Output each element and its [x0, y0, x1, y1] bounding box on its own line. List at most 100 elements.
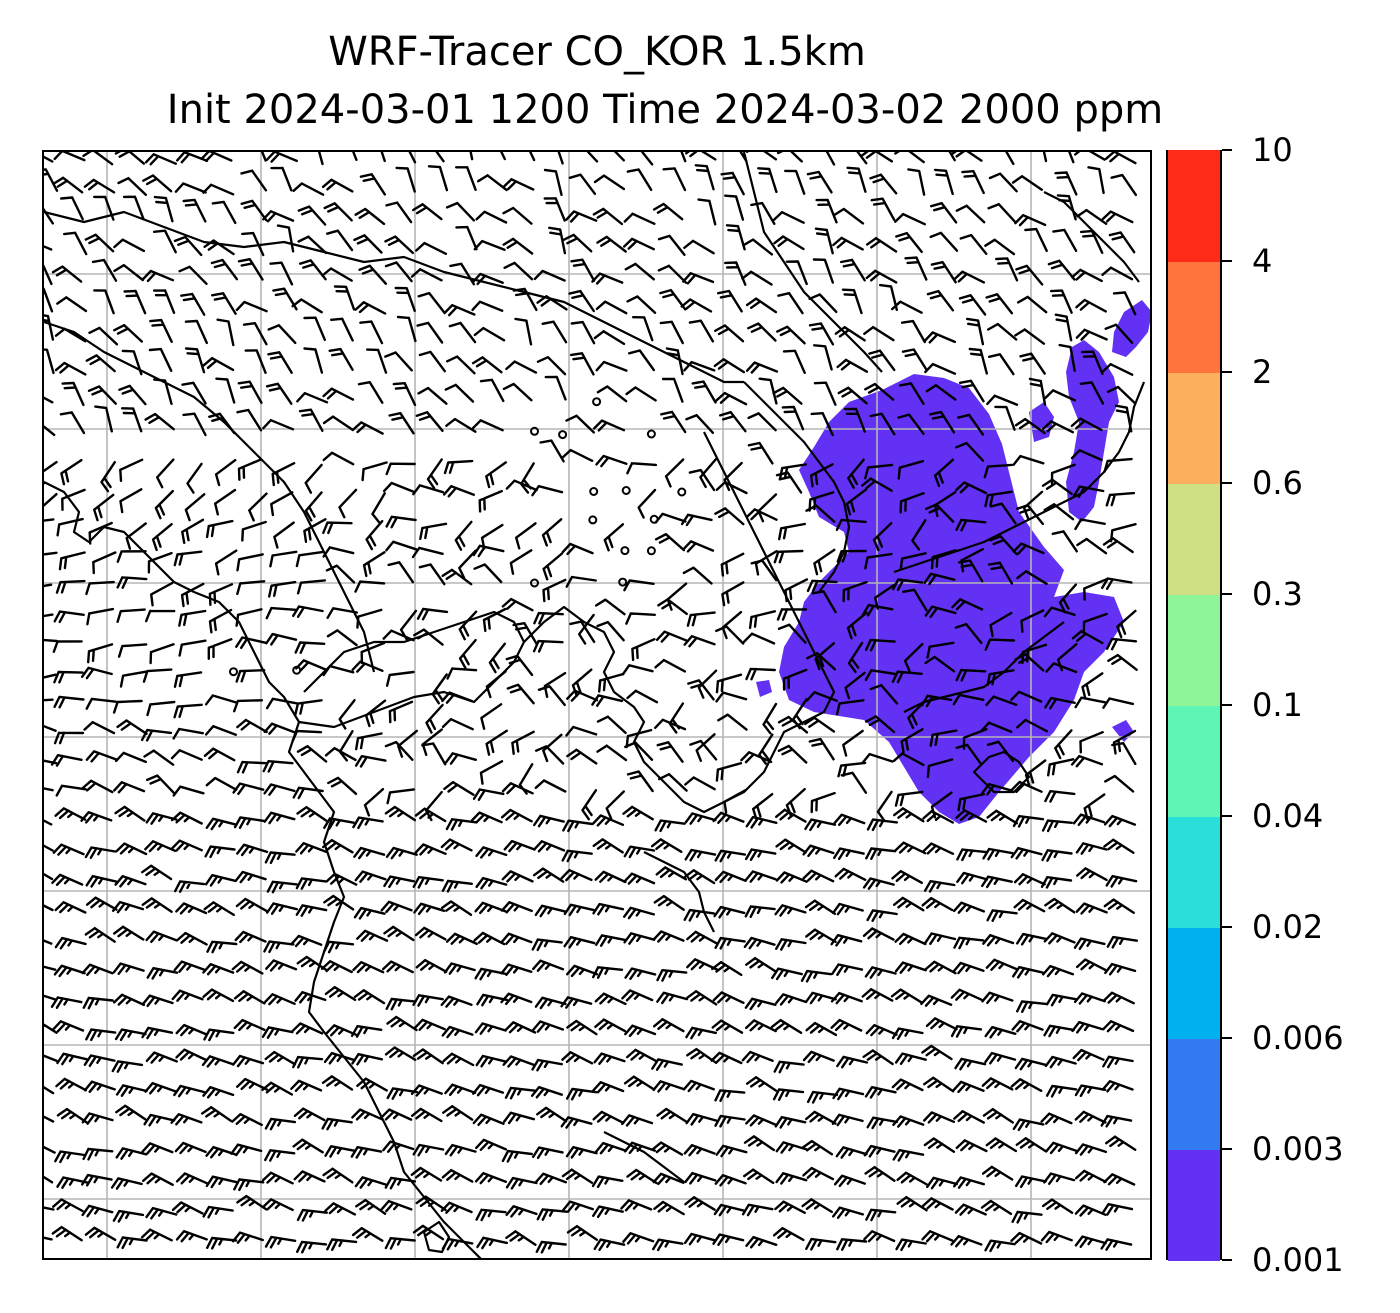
wind-barb [500, 152, 506, 161]
wind-barb [262, 419, 295, 431]
wind-barb [441, 1025, 474, 1039]
wind-barb [352, 152, 358, 161]
wind-barb [473, 239, 506, 251]
wind-barb [865, 1208, 897, 1222]
wind-barb [388, 412, 415, 435]
wind-barb [296, 1240, 328, 1254]
wind-barb [542, 578, 567, 603]
wind-barb [1101, 266, 1134, 281]
wind-barb [1072, 1048, 1105, 1062]
wind-barb [846, 166, 867, 193]
wind-barb [266, 902, 298, 915]
wind-barb [471, 356, 503, 374]
wind-barb [1101, 577, 1133, 590]
wind-barb [472, 1113, 505, 1126]
wind-barb [1104, 323, 1134, 344]
wind-barb [44, 939, 53, 945]
wind-barb [920, 694, 953, 708]
wind-barb [592, 207, 624, 226]
wind-barb [930, 202, 958, 224]
wind-barb [1045, 1084, 1078, 1098]
wind-barb [904, 256, 928, 281]
wind-barb [775, 838, 807, 854]
wind-barb [81, 1173, 113, 1187]
wind-barb [241, 520, 267, 542]
wind-barb [206, 940, 238, 954]
wind-barb [833, 847, 865, 861]
wind-barb [180, 582, 205, 608]
wind-barb [1049, 289, 1073, 314]
wind-barb [478, 489, 503, 513]
wind-barb [304, 491, 323, 522]
wind-barb [44, 965, 57, 971]
wind-barb [900, 319, 926, 344]
wind-barb [55, 784, 87, 797]
wind-barb [568, 173, 597, 195]
wind-barb [144, 153, 177, 166]
wind-barb [714, 1089, 746, 1102]
coastline [44, 210, 744, 384]
wind-barb [830, 991, 863, 1005]
wind-barb [359, 173, 386, 196]
wind-barb [870, 197, 896, 221]
wind-barb [926, 289, 955, 312]
wind-barb [506, 683, 535, 705]
wind-barb [892, 1149, 925, 1162]
wind-barb [178, 639, 207, 657]
wind-barb [84, 927, 116, 943]
wind-barb [712, 1233, 745, 1246]
coastline [893, 381, 1146, 574]
wind-barb [1013, 873, 1046, 886]
wind-barb [415, 1195, 447, 1212]
wind-barb [748, 610, 776, 630]
wind-barb [955, 809, 988, 823]
wind-barb [651, 1058, 683, 1071]
wind-barb [145, 812, 178, 825]
wind-barb [739, 152, 748, 163]
wind-barb [626, 689, 659, 704]
wind-barb [864, 1086, 897, 1099]
wind-barb [775, 938, 807, 951]
wind-barb [85, 580, 115, 596]
wind-barb [511, 730, 535, 755]
wind-barb [565, 725, 598, 737]
wind-barb [1074, 696, 1107, 709]
wind-barb [532, 639, 564, 653]
wind-barb [922, 842, 955, 855]
wind-barb [237, 458, 263, 481]
wind-barb [1014, 417, 1046, 435]
wind-barb [1016, 570, 1048, 585]
wind-barb [953, 1176, 985, 1189]
wind-barb [959, 233, 988, 255]
colorbar-segment [1168, 1038, 1220, 1150]
wind-barb [85, 875, 118, 888]
wind-barb [624, 967, 657, 980]
wind-barb [745, 508, 778, 521]
wind-barb [141, 1026, 174, 1040]
wind-barb [594, 870, 627, 884]
wind-barb [53, 610, 85, 624]
wind-barb [830, 1018, 863, 1032]
wind-barb [923, 572, 956, 586]
wind-barb [181, 518, 205, 544]
wind-barb [865, 847, 897, 860]
wind-barb [505, 1205, 538, 1218]
wind-barb [473, 326, 506, 342]
wind-barb [684, 1172, 717, 1185]
colorbar-segment [1168, 261, 1220, 373]
wind-barb [711, 1019, 744, 1034]
wind-barb [440, 995, 473, 1008]
wind-barb [51, 265, 83, 283]
colorbar-tick [1222, 371, 1232, 373]
wind-barb [61, 488, 86, 511]
wind-barb [805, 1021, 838, 1037]
wind-barb [1012, 454, 1045, 466]
wind-barb [566, 689, 599, 702]
wind-barb [626, 1168, 658, 1185]
wind-barb [683, 360, 716, 372]
wind-barb [295, 904, 328, 917]
wind-barb [233, 1178, 265, 1192]
wind-barb [951, 152, 983, 162]
wind-barb [621, 1114, 654, 1127]
wind-barb [52, 1020, 85, 1033]
